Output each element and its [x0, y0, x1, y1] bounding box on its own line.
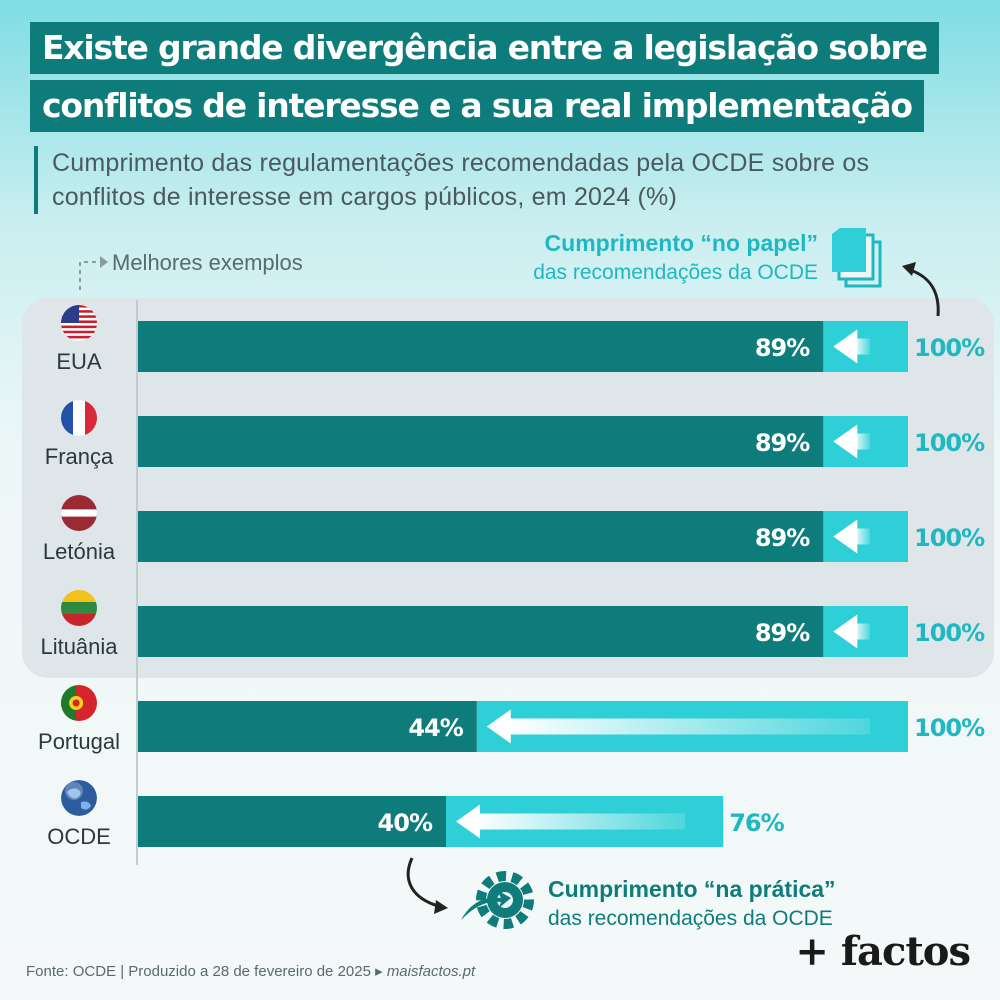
country-label: Portugal	[38, 729, 120, 754]
axis-line	[136, 300, 138, 865]
brand-logo: + factos	[795, 928, 971, 975]
gap-arrow	[833, 424, 870, 459]
country-label: Lituânia	[40, 634, 118, 659]
practice-value-label: 89%	[755, 619, 810, 647]
footer-source: Fonte: OCDE | Produzido a 28 de fevereir…	[26, 963, 387, 980]
practice-value-label: 89%	[755, 334, 810, 362]
practice-bar	[138, 416, 824, 467]
gap-arrow	[833, 614, 870, 649]
country-label: OCDE	[47, 824, 111, 849]
documents-icon	[832, 228, 882, 288]
practice-legend-arrow	[406, 857, 448, 914]
practice-legend: Cumprimento “na prática” das recomendaçõ…	[548, 874, 836, 934]
subtitle: Cumprimento das regulamentações recomend…	[34, 146, 934, 214]
paper-legend-title: Cumprimento “no papel”	[544, 230, 818, 256]
practice-bar	[138, 701, 477, 752]
title-line-2: conflitos de interesse e a sua real impl…	[30, 80, 924, 132]
practice-value-label: 89%	[755, 524, 810, 552]
practice-legend-title: Cumprimento “na prática”	[548, 876, 836, 902]
practice-bar	[138, 606, 824, 657]
practice-bar	[138, 321, 824, 372]
country-label: EUA	[56, 349, 102, 374]
bar-row: 89% 100% França	[45, 416, 986, 469]
paper-value-label: 100%	[914, 714, 985, 742]
gap-arrow	[456, 804, 686, 839]
usa-flag-icon	[61, 305, 97, 341]
practice-value-label: 40%	[378, 809, 433, 837]
paper-value-label: 100%	[914, 524, 985, 552]
bar-row: 40% 76% OCDE	[47, 796, 786, 849]
bar-row: 89% 100% EUA	[56, 321, 986, 374]
bar-row: 89% 100% Lituânia	[40, 606, 986, 659]
bar-row: 44% 100% Portugal	[38, 701, 986, 754]
paper-legend: Cumprimento “no papel” das recomendações…	[533, 228, 818, 288]
paper-legend-arrow	[902, 262, 940, 317]
footer: Fonte: OCDE | Produzido a 28 de fevereir…	[26, 962, 475, 980]
gap-arrow	[833, 329, 870, 364]
latvia-flag-icon	[61, 495, 97, 531]
practice-value-label: 44%	[408, 714, 463, 742]
practice-bar	[138, 511, 824, 562]
practice-bar	[138, 796, 446, 847]
title-line-1: Existe grande divergência entre a legisl…	[30, 22, 939, 74]
paper-legend-subtitle: das recomendações da OCDE	[533, 261, 818, 284]
paper-value-label: 100%	[914, 334, 985, 362]
france-flag-icon	[61, 400, 97, 436]
bar-row: 89% 100% Letónia	[43, 511, 986, 564]
gap-arrow	[833, 519, 870, 554]
globe-icon	[61, 780, 97, 816]
best-examples-label: Melhores exemplos	[112, 250, 303, 275]
footer-site: maisfactos.pt	[386, 963, 476, 980]
lithuania-flag-icon	[61, 590, 97, 626]
paper-value-label: 100%	[914, 429, 985, 457]
practice-legend-subtitle: das recomendações da OCDE	[548, 907, 833, 930]
gear-icon	[461, 871, 534, 929]
paper-value-label: 76%	[729, 809, 784, 837]
practice-value-label: 89%	[755, 429, 810, 457]
country-label: França	[45, 444, 114, 469]
portugal-flag-icon	[61, 685, 97, 721]
gap-arrow	[486, 709, 870, 744]
best-examples-arrow	[79, 256, 108, 290]
country-label: Letónia	[43, 539, 116, 564]
paper-value-label: 100%	[914, 619, 985, 647]
